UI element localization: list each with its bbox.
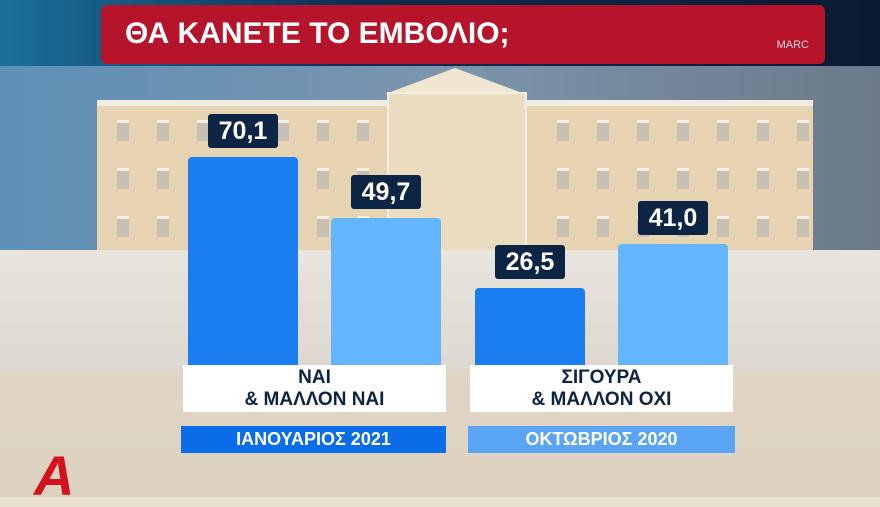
window: [637, 120, 649, 141]
window: [717, 216, 729, 237]
category-line: & ΜΑΛΛΟΝ ΝΑΙ: [244, 389, 385, 410]
category-line: ΝΑΙ: [298, 367, 331, 388]
bar: [331, 217, 441, 367]
window: [797, 168, 809, 189]
window: [797, 216, 809, 237]
title-bar: ΘΑ ΚΑΝΕΤΕ ΤΟ ΕΜΒΟΛΙΟ; MARC: [101, 5, 825, 64]
chart-title: ΘΑ ΚΑΝΕΤΕ ΤΟ ΕΜΒΟΛΙΟ;: [125, 17, 510, 50]
window: [797, 120, 809, 141]
window: [317, 168, 329, 189]
window: [277, 120, 289, 141]
category-label-no: ΣΙΓΟΥΡΑ & ΜΑΛΛΟΝ ΟΧΙ: [470, 365, 733, 412]
window: [757, 168, 769, 189]
data-label: 26,5: [495, 244, 565, 279]
window: [557, 168, 569, 189]
window: [317, 216, 329, 237]
window: [757, 120, 769, 141]
window: [117, 168, 129, 189]
window: [357, 120, 369, 141]
data-label: 41,0: [638, 201, 708, 235]
window: [117, 120, 129, 141]
source-label: MARC: [776, 39, 809, 51]
window: [557, 216, 569, 237]
window: [557, 120, 569, 141]
data-label: 49,7: [351, 174, 421, 209]
window: [117, 216, 129, 237]
building-pediment: [385, 68, 525, 94]
data-label: 70,1: [208, 113, 278, 148]
category-line: & ΜΑΛΛΟΝ ΟΧΙ: [531, 389, 672, 410]
window: [597, 168, 609, 189]
bar: [188, 156, 298, 367]
window: [157, 120, 169, 141]
window: [317, 120, 329, 141]
window: [717, 168, 729, 189]
alpha-tv-logo: Α: [34, 444, 75, 507]
category-line: ΣΙΓΟΥΡΑ: [561, 367, 642, 388]
window: [757, 216, 769, 237]
window: [717, 120, 729, 141]
window: [597, 216, 609, 237]
legend-october-2020: ΟΚΤΩΒΡΙΟΣ 2020: [468, 426, 735, 453]
legend-january-2021: ΙΑΝΟΥΑΡΙΟΣ 2021: [181, 426, 446, 453]
window: [677, 168, 689, 189]
window: [637, 168, 649, 189]
bar: [618, 244, 728, 367]
window: [597, 120, 609, 141]
window: [197, 120, 209, 141]
window: [157, 216, 169, 237]
bar: [475, 287, 585, 367]
window: [677, 120, 689, 141]
category-label-yes: ΝΑΙ & ΜΑΛΛΟΝ ΝΑΙ: [183, 365, 446, 412]
window: [157, 168, 169, 189]
